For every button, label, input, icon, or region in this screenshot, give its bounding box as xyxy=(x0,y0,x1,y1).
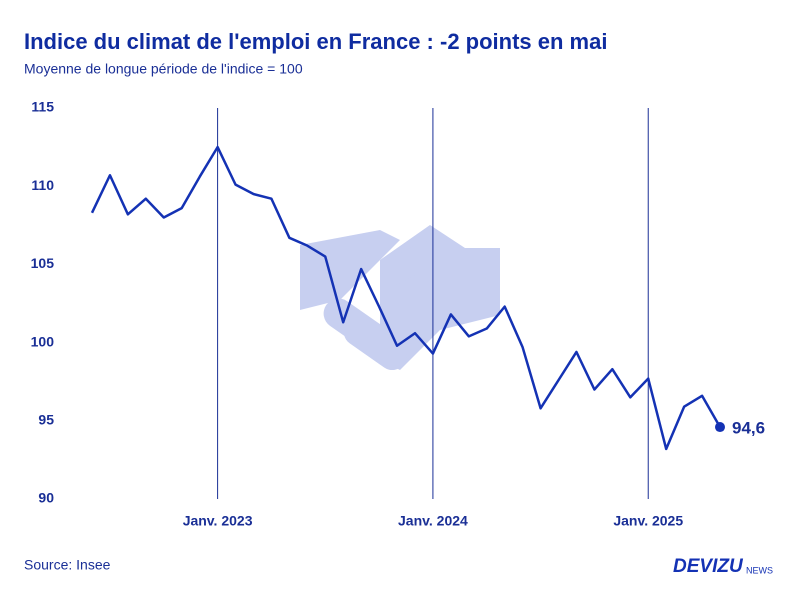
chart-subtitle: Moyenne de longue période de l'indice = … xyxy=(24,61,303,77)
y-tick-label: 115 xyxy=(31,99,54,115)
end-point xyxy=(715,422,725,433)
source: Source: Insee xyxy=(24,557,111,573)
brand: DEVIZU xyxy=(673,556,744,577)
brand-suffix: NEWS xyxy=(746,565,773,575)
line xyxy=(90,145,722,451)
y-tick-label: 90 xyxy=(38,490,54,506)
x-tick-label: Janv. 2025 xyxy=(613,513,683,529)
y-tick-label: 100 xyxy=(31,333,55,349)
handshake-icon xyxy=(300,225,500,371)
y-tick-label: 105 xyxy=(31,255,55,271)
x-tick-label: Janv. 2024 xyxy=(398,513,468,529)
value-label: 94,6 xyxy=(732,419,765,438)
y-tick-label: 110 xyxy=(31,177,54,193)
y-tick-label: 95 xyxy=(38,412,54,428)
chart-title: Indice du climat de l'emploi en France :… xyxy=(24,29,607,54)
x-tick-label: Janv. 2023 xyxy=(183,513,253,529)
